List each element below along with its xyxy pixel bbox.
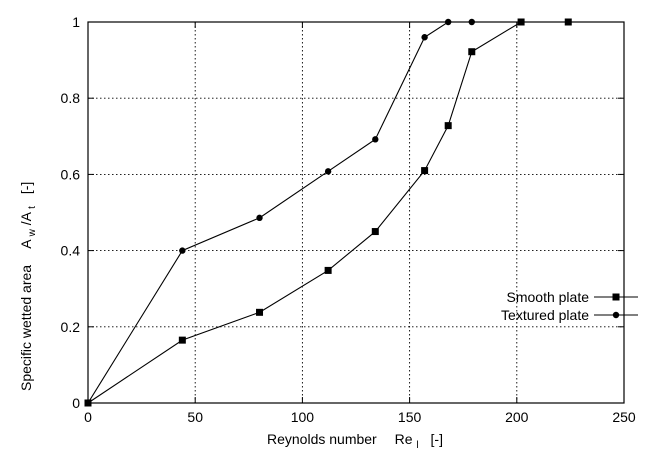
x-tick-label: 200 [505,409,529,425]
data-point-smooth [444,122,452,130]
data-point-textured [179,247,186,254]
y-axis-unit: [-] [18,182,34,194]
legend-marker-textured [612,311,620,319]
y-tick-label: 0.8 [61,90,81,106]
x-tick-label: 0 [84,409,92,425]
x-axis-title-text: Reynolds number [267,431,377,447]
axis-ticks [87,21,625,404]
y-axis-symbol-slash-a: /A [18,211,34,225]
x-tick-label: 150 [398,409,422,425]
y-axis-title: Specific wetted area A w /A t [-] [18,182,38,391]
legend-label-textured: Textured plate [501,307,589,323]
x-tick-label: 100 [291,409,315,425]
x-tick-label: 250 [612,409,636,425]
data-point-smooth [371,228,379,236]
y-tick-label: 0 [72,395,80,411]
x-tick-label: 50 [187,409,203,425]
series-line-textured [87,21,472,404]
y-tick-label: 0.4 [61,243,81,259]
y-tick-label: 1 [72,14,80,30]
data-point-textured [421,34,428,41]
data-point-smooth [421,167,429,175]
y-tick-label: 0.2 [61,319,81,335]
y-tick-label: 0.6 [61,166,81,182]
series-group [84,18,572,407]
y-axis-symbol-w: w [27,228,38,237]
data-point-textured [372,136,379,143]
y-axis-symbol-a: A [18,239,34,249]
x-axis-title: Reynolds number Re l [-] [267,431,443,451]
x-axis-symbol: Re [395,431,413,447]
data-point-smooth [256,308,264,316]
legend-marker-smooth [612,293,620,301]
data-point-textured [324,168,332,175]
data-point-smooth [468,48,476,56]
data-point-smooth [324,266,332,274]
data-point-textured [256,214,263,222]
x-axis-unit: [-] [431,431,443,447]
plot-frame [87,21,625,404]
x-axis-symbol-sub: l [416,440,418,451]
data-point-smooth [178,336,186,344]
legend: Smooth plate Textured plate [501,289,638,323]
legend-label-smooth: Smooth plate [507,289,590,305]
svg-text:Specific wetted area A: Specific wetted area A w /A t [-] [18,182,38,391]
y-axis-title-text: Specific wetted area [18,265,34,391]
tick-labels: 0 50 100 150 200 250 0 0.2 0.4 0.6 0.8 1 [61,14,636,425]
series-line-smooth [87,21,569,404]
grid-lines [88,22,624,403]
y-axis-symbol-t: t [27,206,38,209]
